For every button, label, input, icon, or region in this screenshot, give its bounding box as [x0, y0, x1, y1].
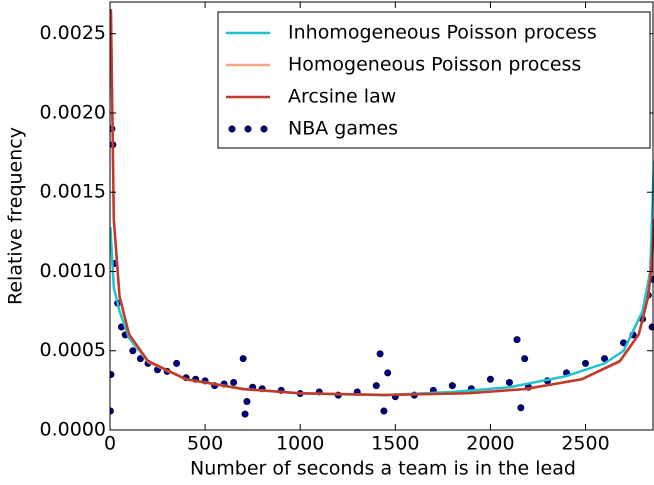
axes-frame	[109, 1, 654, 431]
data-point	[129, 347, 137, 355]
plot-area	[110, 9, 654, 418]
data-point	[486, 375, 494, 383]
data-point	[505, 378, 513, 386]
legend-label: Inhomogeneous Poisson process	[288, 22, 597, 44]
y-tick-label: 0.0000	[40, 419, 106, 441]
data-point	[521, 355, 529, 363]
x-tick-label: 500	[187, 433, 223, 455]
y-tick-label: 0.0025	[40, 22, 106, 44]
data-point	[376, 350, 384, 358]
y-tick-label: 0.0015	[40, 181, 106, 203]
data-point	[239, 355, 247, 363]
y-tick-label: 0.0005	[40, 339, 106, 361]
data-point	[384, 369, 392, 377]
x-tick-label: 0	[104, 433, 116, 455]
legend-marker	[260, 125, 268, 133]
legend-label: NBA games	[288, 118, 398, 140]
data-point	[372, 382, 380, 390]
y-axis-label: Relative frequency	[5, 127, 27, 305]
legend-marker	[244, 125, 252, 133]
data-point	[110, 371, 115, 379]
data-point	[173, 359, 181, 367]
legend-label: Arcsine law	[288, 86, 396, 108]
data-point	[513, 336, 521, 344]
y-tick-label: 0.0020	[40, 101, 106, 123]
x-axis-label: Number of seconds a team is in the lead	[190, 458, 576, 480]
data-point	[517, 404, 525, 412]
data-point	[136, 355, 144, 363]
legend-marker	[228, 125, 236, 133]
data-point	[230, 378, 238, 386]
data-point	[241, 410, 249, 418]
data-point	[582, 359, 590, 367]
series-line	[110, 160, 654, 397]
data-point	[380, 407, 388, 415]
data-point	[243, 397, 251, 405]
x-tick-label: 2500	[561, 433, 609, 455]
data-point	[601, 355, 609, 363]
x-tick-label: 1000	[276, 433, 324, 455]
legend-box	[217, 11, 651, 149]
x-tick-label: 2000	[466, 433, 514, 455]
series-line	[110, 9, 654, 397]
legend-label: Homogeneous Poisson process	[288, 54, 581, 76]
data-point	[448, 382, 456, 390]
y-tick-label: 0.0010	[40, 260, 106, 282]
x-tick-label: 1500	[371, 433, 419, 455]
